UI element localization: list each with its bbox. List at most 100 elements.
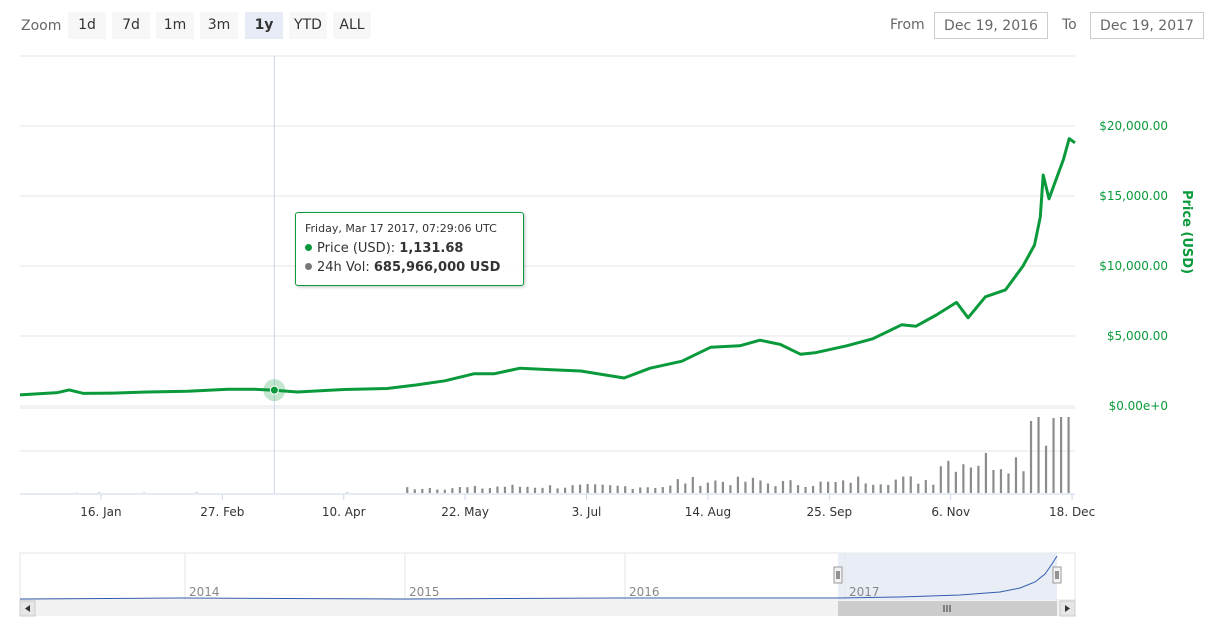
volume-bar [811,485,815,493]
volume-bar [443,489,446,493]
volume-bar [1022,471,1025,493]
x-tick-label: 10. Apr [322,505,366,519]
volume-bar [789,480,792,493]
volume-bar [646,487,649,493]
volume-bar [751,477,755,493]
zoom-1d-button[interactable]: 1d [68,12,106,39]
volume-bar [563,487,567,493]
y-tick-label: $5,000.00 [1107,329,1168,343]
volume-bar [699,485,702,493]
volume-bar [864,483,867,493]
volume-bar [1052,418,1055,493]
volume-bar [481,488,484,493]
volume-bar [766,483,770,493]
x-tick-label: 6. Nov [931,505,970,519]
chart-tooltip: Friday, Mar 17 2017, 07:29:06 UTC Price … [295,212,524,286]
x-tick-label: 25. Sep [807,505,853,519]
volume-bar [932,484,935,493]
volume-bar [1044,445,1048,493]
volume-bar [631,488,634,493]
volume-bar [729,485,732,493]
volume-bar [1014,457,1018,493]
volume-bar [676,479,679,493]
tooltip-volume-row: 24h Vol: 685,966,000 USD [305,258,514,277]
volume-bar [1029,421,1033,493]
scrollbar-track [20,601,1075,616]
to-date-input[interactable]: Dec 19, 2017 [1090,12,1204,39]
y-tick-label: $20,000.00 [1099,119,1168,133]
navigator-handle [1052,566,1062,584]
volume-bar [744,481,747,493]
scroll-right-arrow-icon [1065,605,1070,612]
volume-bar [924,480,927,493]
volume-dot-icon [305,263,312,270]
volume-bar [609,485,612,493]
volume-bar [714,480,717,493]
volume-bar [556,488,559,493]
volume-bar [909,476,912,493]
zoom-1m-button[interactable]: 1m [156,12,194,39]
volume-bar [804,486,807,493]
volume-bar [1067,417,1070,493]
tooltip-volume-label: 24h Vol: [317,260,370,275]
volume-bar [999,469,1003,493]
x-tick-label: 27. Feb [200,505,244,519]
volume-bar [654,487,657,493]
volume-bar [503,486,507,493]
volume-bar [511,484,514,493]
volume-bar [939,466,942,493]
volume-bar [428,488,431,493]
volume-bar [1059,417,1063,493]
navigator-handle [833,566,843,584]
volume-bar [759,480,762,493]
volume-bar [436,489,439,493]
volume-bar [406,487,409,493]
tooltip-price-row: Price (USD): 1,131.68 [305,239,514,258]
volume-bar [579,484,582,493]
volume-bar [488,488,492,493]
volume-bar [721,481,724,493]
zoom-3m-button[interactable]: 3m [200,12,238,39]
volume-bar [533,487,537,493]
x-tick-label: 22. May [441,505,489,519]
volume-bar [796,485,800,493]
volume-bar [962,464,965,493]
volume-bar [1007,473,1010,493]
x-tick-label: 3. Jul [572,505,602,519]
volume-bar [827,481,830,493]
volume-bar [736,476,740,493]
volume-bar [954,471,957,493]
volume-bar [541,487,544,493]
volume-bar [819,481,822,493]
price-dot-icon [305,244,312,251]
zoom-7d-button[interactable]: 7d [112,12,150,39]
volume-bar [894,479,897,493]
volume-bar [451,488,454,493]
from-date-input[interactable]: Dec 19, 2016 [934,12,1048,39]
volume-bar [781,480,785,493]
y-tick-label: $10,000.00 [1099,259,1168,273]
y-axis-title: Price (USD) [1179,190,1194,274]
hover-point [269,385,279,395]
volume-bar [616,485,619,493]
tooltip-price-label: Price (USD): [317,241,396,256]
zoom-1y-button[interactable]: 1y [245,12,283,39]
zoom-all-button[interactable]: ALL [333,12,371,39]
tooltip-price-value: 1,131.68 [399,241,464,256]
zoom-ytd-button[interactable]: YTD [289,12,327,39]
volume-bar [518,486,522,493]
volume-bar [571,485,574,493]
navigator-tick-label: 2014 [189,585,220,599]
volume-bar [857,476,860,493]
y-tick-label: $0.00e+0 [1109,399,1168,413]
from-label: From [890,17,925,33]
volume-bar [624,486,627,493]
volume-bar [872,484,875,493]
navigator-selection [838,553,1057,600]
y-tick-label: $15,000.00 [1099,189,1168,203]
volume-bar [421,488,424,493]
zoom-label: Zoom [21,18,62,34]
volume-bar [684,483,687,493]
volume-bar [413,489,416,493]
